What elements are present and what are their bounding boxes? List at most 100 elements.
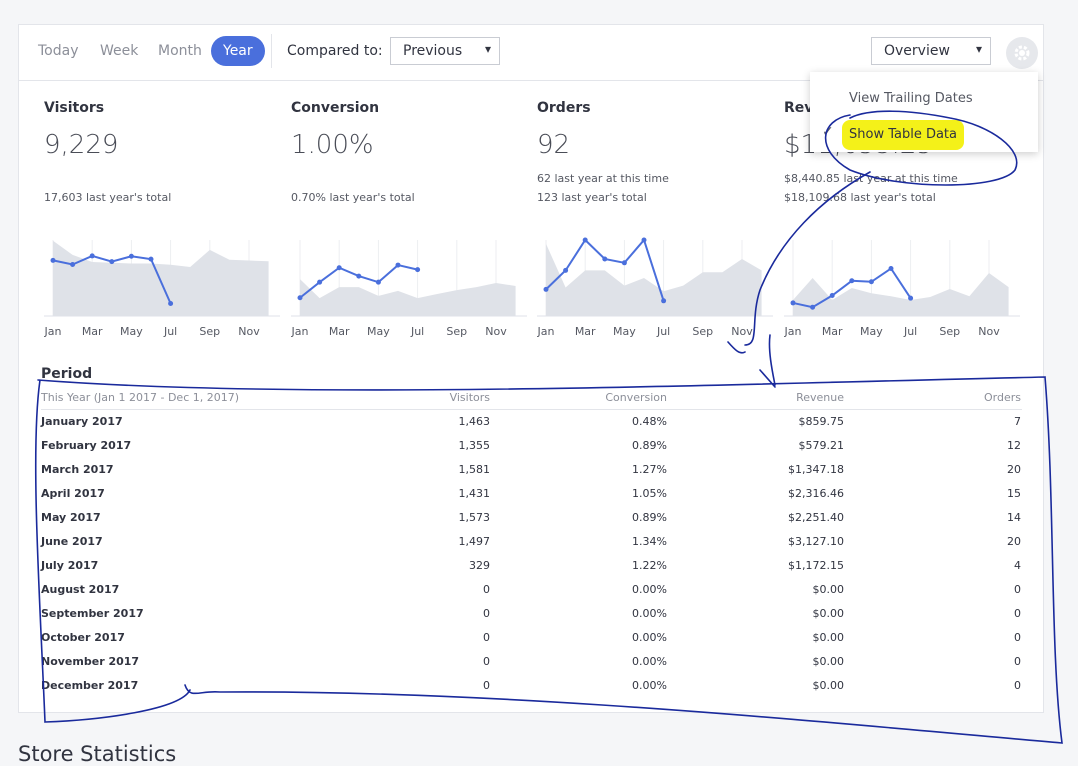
view-select[interactable]: Overview — [871, 37, 991, 65]
x-tick-label: Jan — [44, 325, 62, 338]
x-tick-label: Jan — [784, 325, 802, 338]
x-tick-label: Jan — [291, 325, 309, 338]
ink-arrow — [744, 171, 871, 346]
table-cell: 1,355 — [458, 439, 491, 452]
x-tick-label: May — [860, 325, 883, 338]
x-tick-label: Mar — [329, 325, 350, 338]
table-cell: July 2017 — [41, 559, 99, 572]
compared-label: Compared to: — [287, 43, 383, 59]
point — [563, 267, 569, 273]
tab[interactable]: Today — [38, 43, 79, 59]
table-cell: 20 — [1007, 463, 1021, 476]
table-cell: June 2017 — [41, 535, 103, 548]
table-cell: 0.00% — [632, 679, 667, 692]
table-cell: December 2017 — [41, 679, 139, 692]
metric-value: 1.00% — [291, 130, 374, 160]
metric-title: Orders — [537, 100, 591, 116]
table-cell: 0.89% — [632, 439, 667, 452]
table-cell: $0.00 — [812, 655, 845, 668]
area — [546, 243, 762, 316]
table-cell: 0 — [483, 631, 490, 644]
table-cell: $0.00 — [812, 631, 845, 644]
table-cell: 0 — [483, 607, 490, 620]
point — [148, 256, 154, 262]
point — [70, 262, 76, 268]
check-icon: ✓ — [822, 124, 834, 140]
x-tick-label: Sep — [446, 325, 467, 338]
table-cell: August 2017 — [41, 583, 120, 596]
menu-item[interactable]: Show Table Data — [849, 127, 957, 142]
table-cell: 0 — [483, 655, 490, 668]
x-tick-label: Jul — [656, 325, 670, 338]
table-cell: 0 — [483, 679, 490, 692]
sparkline: Jan Mar May Jul Sep Nov — [44, 240, 280, 338]
table-cell: 0.00% — [632, 607, 667, 620]
top-bar — [18, 24, 1044, 81]
table-cell: 1,573 — [458, 511, 491, 524]
column-header: Revenue — [796, 391, 844, 404]
compared-select[interactable]: Previous — [390, 37, 500, 65]
column-header: This Year (Jan 1 2017 - Dec 1, 2017) — [41, 391, 240, 404]
table-cell: 20 — [1007, 535, 1021, 548]
metric-value: 9,229 — [44, 130, 119, 160]
settings-button[interactable] — [1006, 37, 1038, 69]
table-cell: 4 — [1014, 559, 1021, 572]
point — [790, 300, 796, 306]
point — [908, 295, 914, 301]
x-tick-label: May — [367, 325, 390, 338]
point — [89, 253, 95, 259]
point — [297, 295, 303, 301]
x-tick-label: Jul — [163, 325, 177, 338]
point — [109, 259, 115, 265]
table-cell: 1.27% — [632, 463, 667, 476]
table-cell: 1.22% — [632, 559, 667, 572]
point — [829, 293, 835, 299]
tab[interactable]: Year — [211, 36, 265, 66]
x-tick-label: May — [613, 325, 636, 338]
point — [128, 253, 134, 259]
area — [53, 240, 269, 316]
table-cell: 14 — [1007, 511, 1021, 524]
metric-note: 0.70% last year's total — [291, 191, 415, 204]
x-tick-label: May — [120, 325, 143, 338]
ink-circle — [824, 110, 1018, 186]
x-tick-label: Mar — [822, 325, 843, 338]
table-cell: October 2017 — [41, 631, 125, 644]
table-cell: 0.00% — [632, 583, 667, 596]
metric-value: 92 — [537, 130, 571, 160]
tab[interactable]: Month — [158, 43, 202, 59]
table-cell: $3,127.10 — [788, 535, 844, 548]
x-tick-label: Mar — [82, 325, 103, 338]
table-cell: 0.00% — [632, 631, 667, 644]
table-cell: 0 — [1014, 583, 1021, 596]
point — [810, 304, 816, 310]
table-cell: 0 — [1014, 631, 1021, 644]
tab[interactable]: Week — [100, 43, 139, 59]
point — [582, 237, 588, 243]
table-cell: April 2017 — [41, 487, 105, 500]
metric-note: $18,109.68 last year's total — [784, 191, 936, 204]
point — [543, 286, 549, 292]
table-cell: 0 — [483, 583, 490, 596]
table-cell: 1.34% — [632, 535, 667, 548]
x-tick-label: Jan — [537, 325, 555, 338]
point — [415, 267, 421, 273]
table-cell: November 2017 — [41, 655, 140, 668]
menu-item[interactable]: View Trailing Dates — [849, 91, 973, 106]
table-cell: 0.48% — [632, 415, 667, 428]
x-tick-label: Sep — [692, 325, 713, 338]
area — [793, 272, 1009, 316]
table-cell: $859.75 — [798, 415, 845, 428]
x-tick-label: Nov — [238, 325, 260, 338]
point — [317, 279, 323, 285]
point — [336, 265, 342, 271]
x-tick-label: Jul — [410, 325, 424, 338]
table-title: Period — [41, 366, 93, 382]
point — [849, 278, 855, 284]
table-cell: $0.00 — [812, 679, 845, 692]
table-cell: 1,463 — [458, 415, 491, 428]
point — [168, 300, 174, 306]
table-cell: $2,316.46 — [788, 487, 844, 500]
column-header: Conversion — [605, 391, 667, 404]
metric-title: Visitors — [44, 100, 105, 116]
